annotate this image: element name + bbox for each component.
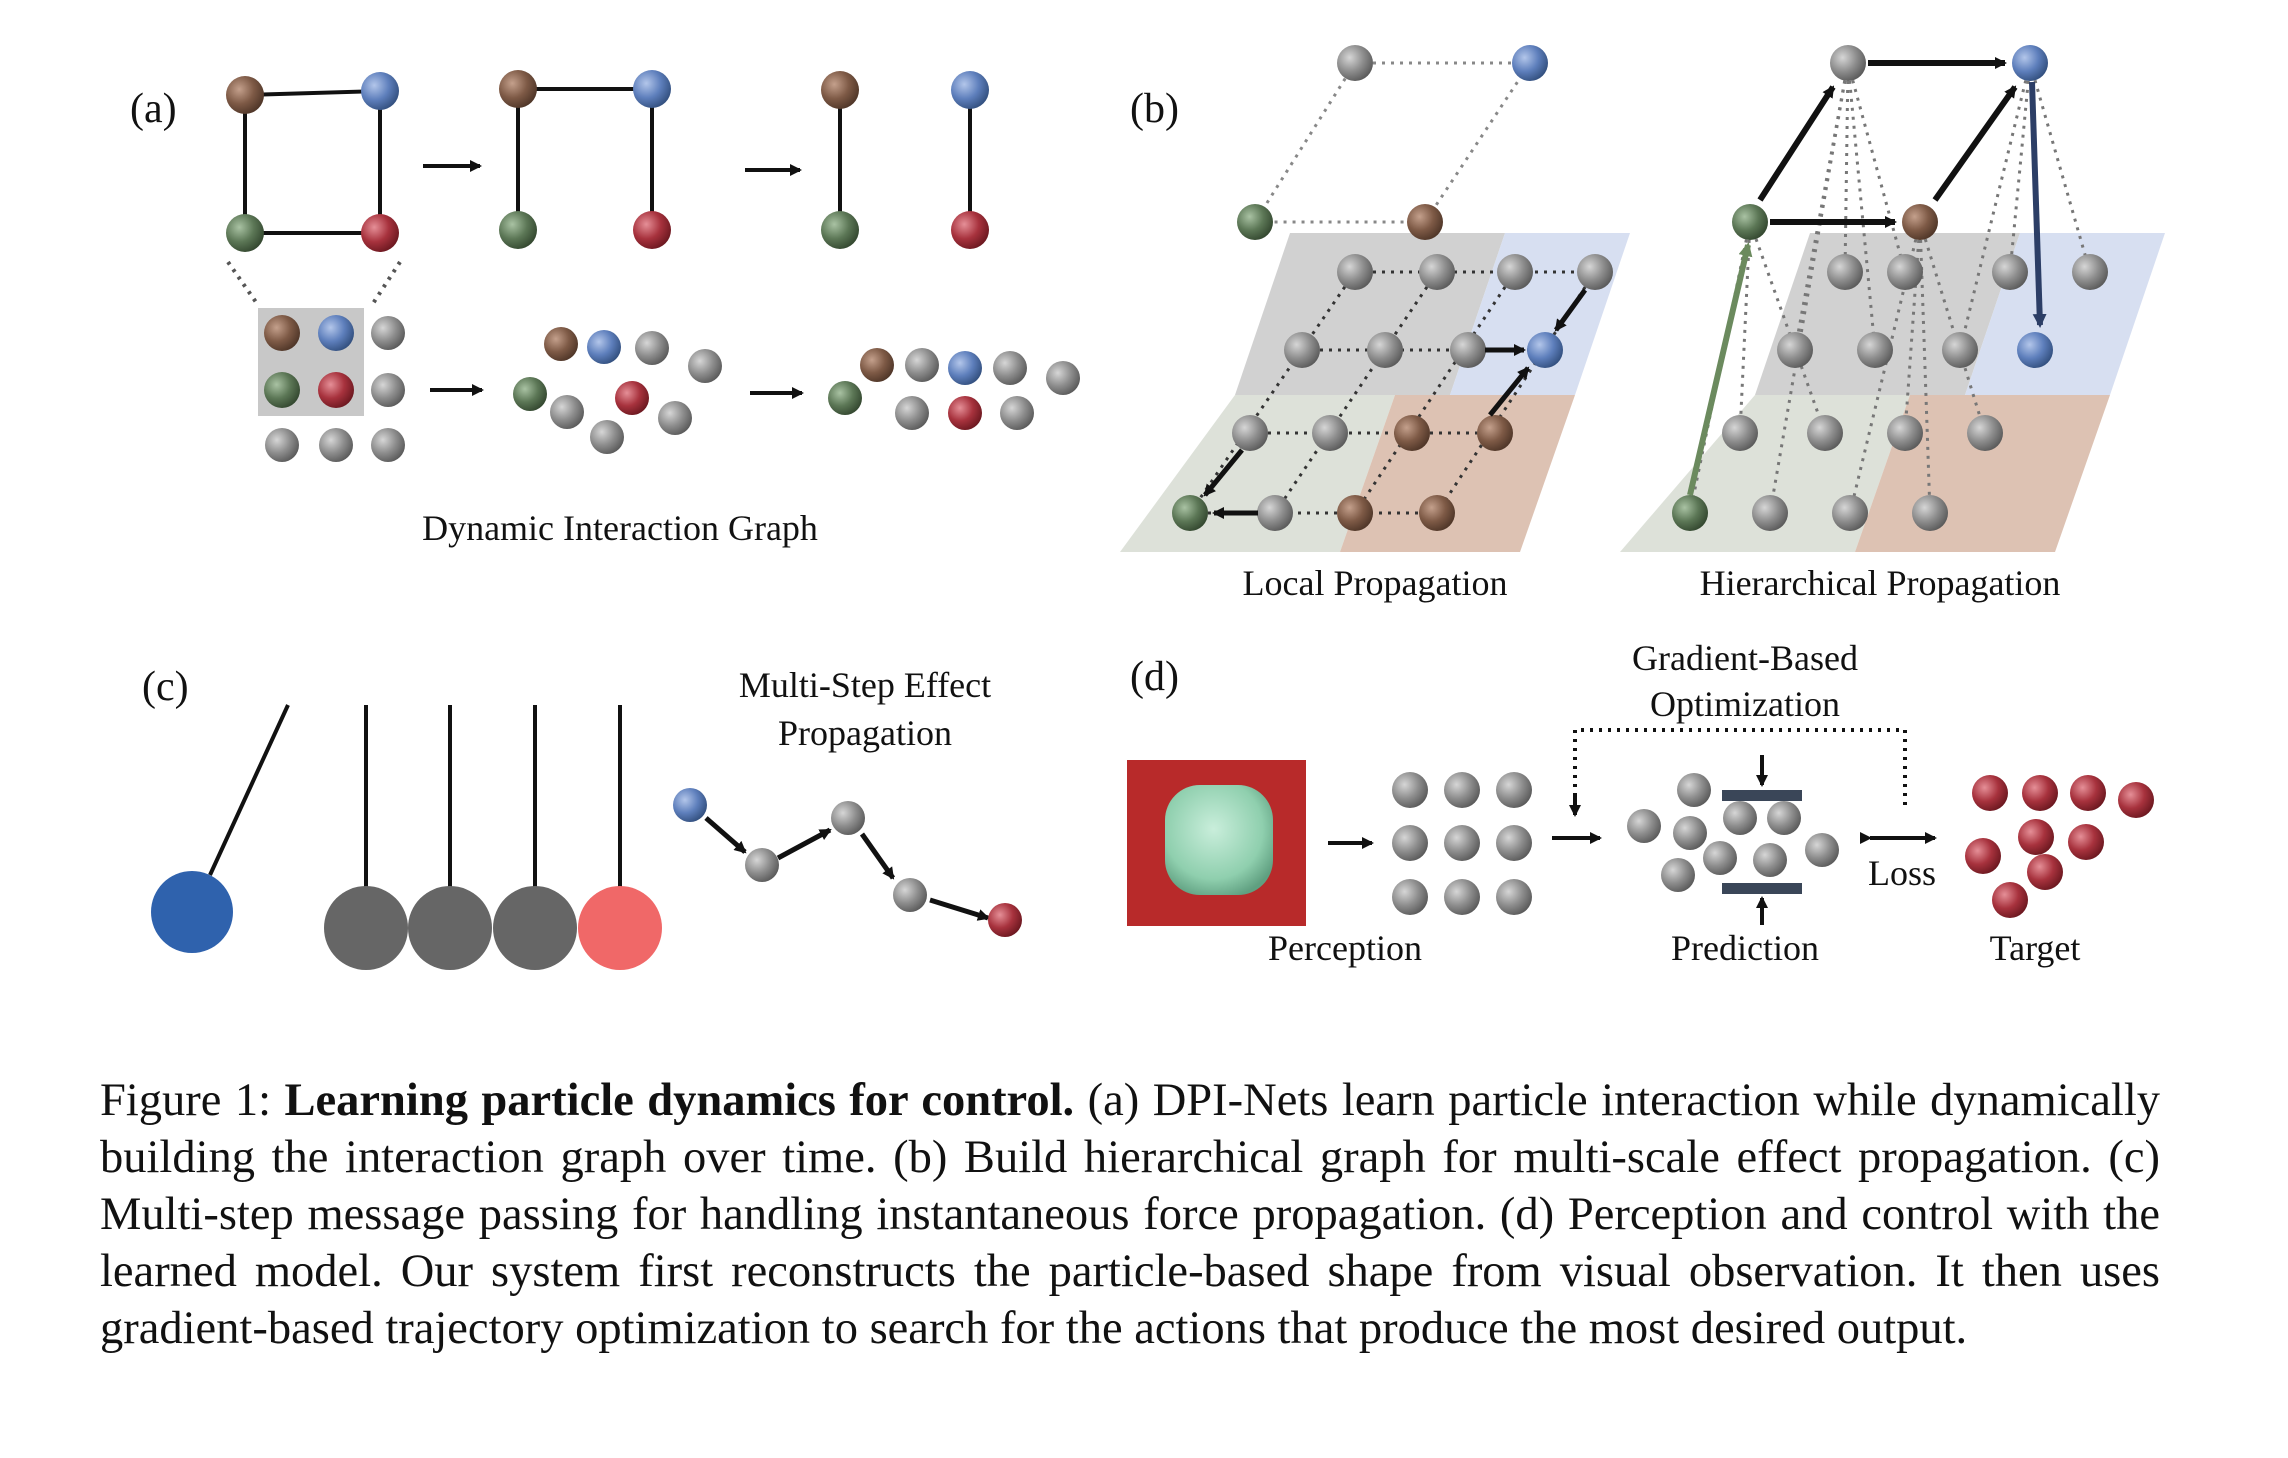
- target-label: Target: [1990, 928, 2081, 968]
- caption-prefix: Figure 1:: [100, 1075, 271, 1126]
- hier-arrows: [1760, 63, 2015, 222]
- particle-red: [633, 211, 671, 249]
- pendulum-ball-blue: [151, 871, 233, 953]
- particle-brown: [1407, 204, 1443, 240]
- figure-canvas: (a): [0, 0, 2288, 1060]
- particle-block: [264, 315, 405, 462]
- hierarchical-propagation-title: Hierarchical Propagation: [1700, 563, 2061, 603]
- panel-a: (a): [130, 70, 1080, 548]
- gradient-title-line2: Optimization: [1650, 684, 1840, 724]
- pendulum-ball-gray: [324, 886, 408, 970]
- panel-c: (c) Multi-Step Effect Propagation: [142, 664, 1022, 970]
- particle-brown: [226, 76, 264, 114]
- panel-a-label: (a): [130, 86, 177, 132]
- particle-green: [226, 214, 264, 252]
- panel-c-label: (c): [142, 664, 189, 710]
- particle-red: [951, 211, 989, 249]
- particle-red: [988, 903, 1022, 937]
- pendulum-ball-gray: [493, 886, 577, 970]
- prediction-label: Prediction: [1671, 928, 1819, 968]
- loss-label: Loss: [1868, 853, 1936, 893]
- particle-gray: [1337, 45, 1373, 81]
- particle-blue: [633, 70, 671, 108]
- panel-d: (d) Gradient-Based Optimization Percepti…: [1127, 638, 2154, 968]
- particle-brown: [499, 70, 537, 108]
- particle-blue: [2012, 45, 2048, 81]
- particle-green: [1732, 204, 1768, 240]
- panel-a-title: Dynamic Interaction Graph: [422, 508, 818, 548]
- graph-stage-3: [840, 90, 970, 230]
- particle-green: [499, 211, 537, 249]
- particle-gray: [1830, 45, 1866, 81]
- particle-blue: [673, 788, 707, 822]
- foam-block-icon: [1165, 785, 1273, 895]
- pendulum-ball-red: [578, 886, 662, 970]
- particle-scatter-2: [828, 348, 1080, 430]
- multi-step-title-line2: Propagation: [778, 713, 952, 753]
- caption-bold-title: Learning particle dynamics for control.: [285, 1075, 1075, 1126]
- graph-stage-1: [245, 91, 380, 233]
- particle-green: [821, 211, 859, 249]
- particle-gray: [831, 801, 865, 835]
- top-level-frame: [1255, 63, 1530, 222]
- particle-brown: [1902, 204, 1938, 240]
- pendulum-ball-gray: [408, 886, 492, 970]
- panel-d-label: (d): [1130, 654, 1179, 700]
- particle-blue: [361, 72, 399, 110]
- graph-stage-2: [518, 89, 652, 230]
- perception-particles: [1392, 772, 1532, 915]
- particle-scatter-1: [513, 327, 722, 454]
- figure-caption: Figure 1: Learning particle dynamics for…: [100, 1072, 2160, 1357]
- multi-step-title-line1: Multi-Step Effect: [739, 665, 991, 705]
- target-particles: [1965, 775, 2154, 918]
- particle-blue: [951, 71, 989, 109]
- gripper-top-bar: [1722, 790, 1802, 801]
- zoom-line: [228, 262, 258, 305]
- panel-b-label: (b): [1130, 86, 1179, 132]
- particle-brown: [821, 71, 859, 109]
- gradient-title-line1: Gradient-Based: [1632, 638, 1858, 678]
- zoom-line: [372, 262, 400, 305]
- particle-gray: [893, 878, 927, 912]
- panel-b: (b): [1120, 45, 2165, 603]
- local-propagation-title: Local Propagation: [1243, 563, 1508, 603]
- particle-green: [1237, 204, 1273, 240]
- particle-red: [361, 214, 399, 252]
- particle-blue: [1512, 45, 1548, 81]
- gripper-bottom-bar: [1722, 883, 1802, 894]
- pendulum-strings: [210, 705, 620, 890]
- particle-gray: [745, 848, 779, 882]
- perception-label: Perception: [1268, 928, 1422, 968]
